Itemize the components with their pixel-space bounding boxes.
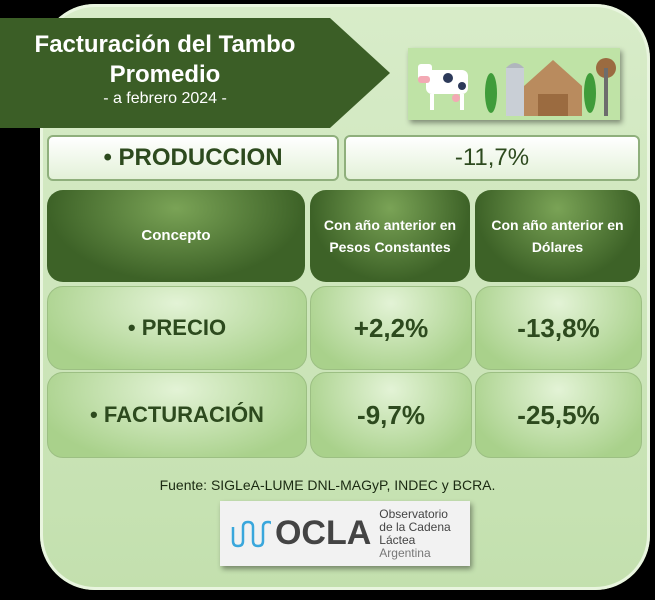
subtitle: - a febrero 2024 - (103, 90, 227, 107)
logo-line3: Argentina (379, 545, 431, 560)
production-label: • PRODUCCION (47, 135, 339, 181)
logo-line1: Observatorio (379, 506, 448, 521)
logo-name: OCLA (274, 514, 372, 552)
row-facturacion-dolares: -25,5% (475, 372, 642, 458)
header-concepto: Concepto (47, 190, 305, 282)
source-note: Fuente: SIGLeA-LUME DNL-MAGyP, INDEC y B… (159, 477, 496, 493)
header-pesos: Con año anterior en Pesos Constantes (310, 190, 470, 282)
title-banner: Facturación del Tambo Promedio - a febre… (0, 18, 390, 128)
header-dolares: Con año anterior en Dólares (475, 190, 640, 282)
row-precio-label: • PRECIO (47, 286, 307, 370)
cow-barn-icon (418, 58, 616, 116)
logo-line2: de la Cadena Láctea (379, 519, 451, 547)
row-facturacion-pesos: -9,7% (310, 372, 472, 458)
row-precio-pesos: +2,2% (310, 286, 472, 370)
production-value: -11,7% (344, 135, 640, 181)
farm-illustration (408, 48, 620, 120)
row-facturacion-label: • FACTURACIÓN (47, 372, 307, 458)
ocla-wave-icon (231, 520, 271, 547)
title-line1: Facturación del Tambo (34, 31, 296, 58)
title-line2: Promedio (109, 61, 221, 88)
ocla-logo: OCLA Observatorio de la Cadena Láctea Ar… (220, 501, 470, 566)
row-precio-dolares: -13,8% (475, 286, 642, 370)
